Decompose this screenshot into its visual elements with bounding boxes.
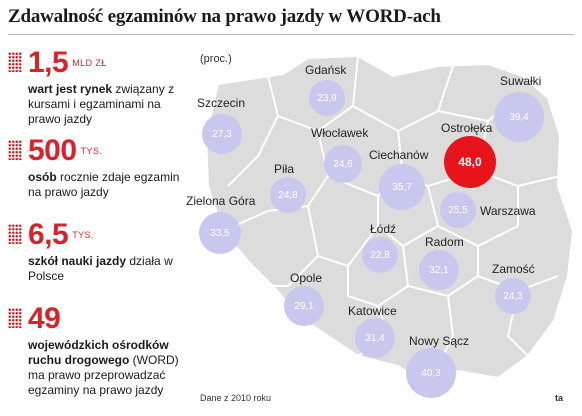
city-label-gdansk: Gdańsk — [305, 63, 347, 77]
bubble-warszawa: 25,5 — [440, 192, 476, 228]
bubble-katowice: 31,4 — [355, 318, 395, 358]
stat-description: wart jest rynek związany z kursami i egz… — [28, 82, 175, 126]
bubble-zamosc: 24,3 — [495, 278, 531, 314]
city-label-pila: Piła — [274, 162, 295, 176]
bubble-ostroleka: 48,0 — [444, 136, 496, 188]
city-label-suwalki: Suwałki — [500, 74, 542, 88]
corner-mark: ta — [555, 393, 564, 403]
stat-description: osób rocznie zdaje egzamin na prawo jazd… — [28, 170, 180, 199]
city-label-ciechanow: Ciechanów — [369, 148, 429, 162]
bubble-opole: 29,1 — [284, 286, 324, 326]
dot-grid-icon — [8, 140, 22, 160]
bubble-szczecin: 27,3 — [202, 114, 242, 154]
bubble-radom: 32,1 — [419, 250, 459, 290]
city-label-wloclawek: Włocławek — [311, 126, 369, 140]
stat-number: 500 TYS. — [28, 134, 103, 167]
city-label-szczecin: Szczecin — [197, 96, 246, 110]
city-label-katowice: Katowice — [348, 304, 397, 318]
city-label-zamosc: Zamość — [492, 262, 535, 276]
page-title: Zdawalność egzaminów na prawo jazdy w WO… — [8, 6, 441, 27]
city-label-opole: Opole — [290, 271, 323, 285]
city-label-zielona-gora: Zielona Góra — [186, 194, 256, 208]
stat-number: 1,5 MLD ZŁ — [28, 46, 107, 79]
dot-grid-icon — [8, 308, 22, 328]
bubble-suwalki: 39,4 — [494, 92, 544, 142]
city-label-radom: Radom — [425, 235, 464, 249]
unit-note: (proc.) — [200, 53, 232, 65]
dot-grid-icon — [8, 52, 22, 72]
bubble-wloclawek: 24,6 — [324, 145, 362, 183]
source-note: Dane z 2010 roku — [200, 393, 272, 403]
title-divider — [8, 34, 574, 35]
bubble-gdansk: 23,9 — [309, 80, 345, 116]
dot-grid-icon — [8, 224, 22, 244]
bubble-pila: 24,8 — [270, 177, 306, 213]
city-label-nowy-sacz: Nowy Sącz — [409, 334, 470, 348]
stat-number: 49 — [28, 302, 61, 335]
bubble-nowy-sacz: 40,3 — [406, 348, 456, 398]
city-label-ostroleka: Ostrołęka — [441, 121, 493, 135]
city-label-lodz: Łódź — [370, 222, 397, 236]
bubble-ciechanow: 35,7 — [379, 164, 425, 210]
city-label-warszawa: Warszawa — [480, 204, 536, 218]
stat-description: szkół nauki jazdy działa w Polsce — [28, 254, 173, 283]
stat-number: 6,5 TYS. — [28, 218, 94, 251]
bubble-lodz: 22,8 — [362, 237, 398, 273]
stat-description: wojewódzkich ośrodków ruchu drogowego (W… — [28, 338, 179, 397]
bubble-zielona-gora: 33,5 — [199, 212, 241, 254]
